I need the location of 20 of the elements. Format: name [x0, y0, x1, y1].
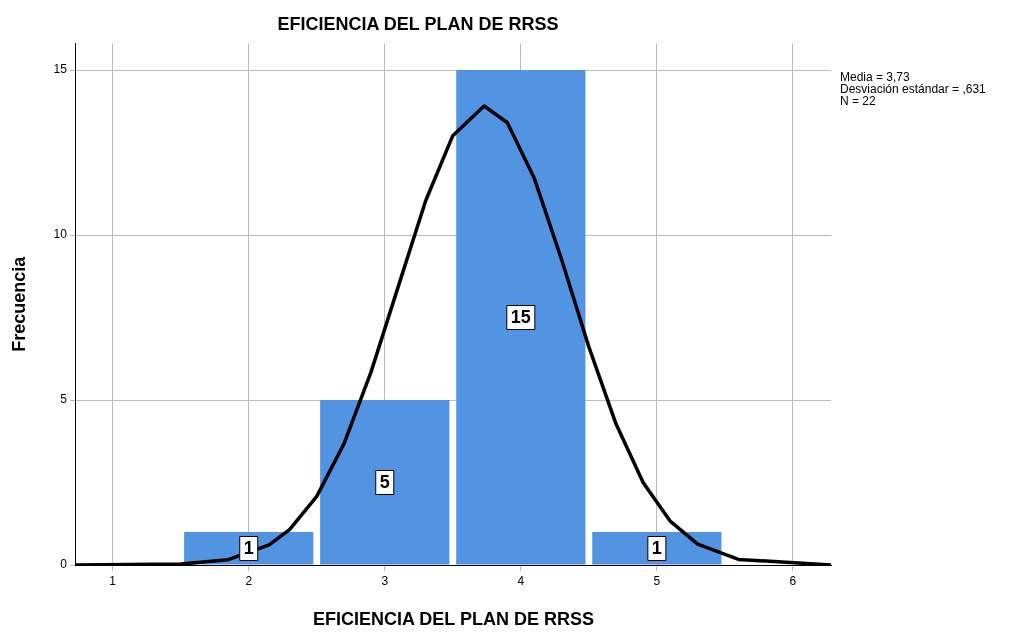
- data-label: 5: [379, 472, 390, 493]
- text: Media = 3,73: [840, 69, 911, 84]
- x-tick-label: 5: [653, 573, 661, 588]
- x-tick-label: 6: [789, 573, 797, 588]
- y-tick-label: 0: [60, 557, 68, 572]
- x-tick-label: 1: [109, 573, 117, 588]
- x-axis-title: EFICIENCIA DEL PLAN DE RRSS: [312, 609, 594, 630]
- text: N = 22: [840, 93, 877, 108]
- data-label: 1: [651, 538, 662, 559]
- y-tick-label: 15: [53, 62, 68, 77]
- x-tick-label: 3: [381, 573, 389, 588]
- y-axis-title: Frecuencia: [8, 255, 29, 352]
- chart-title: EFICIENCIA DEL PLAN DE RRSS: [277, 13, 559, 34]
- x-tick-label: 2: [245, 573, 253, 588]
- x-tick-label: 4: [517, 573, 525, 588]
- y-tick-label: 5: [60, 392, 68, 407]
- data-label: 15: [510, 307, 531, 328]
- text: Desviación estándar = ,631: [840, 81, 987, 96]
- data-label: 1: [243, 538, 254, 559]
- y-tick-label: 10: [53, 227, 68, 242]
